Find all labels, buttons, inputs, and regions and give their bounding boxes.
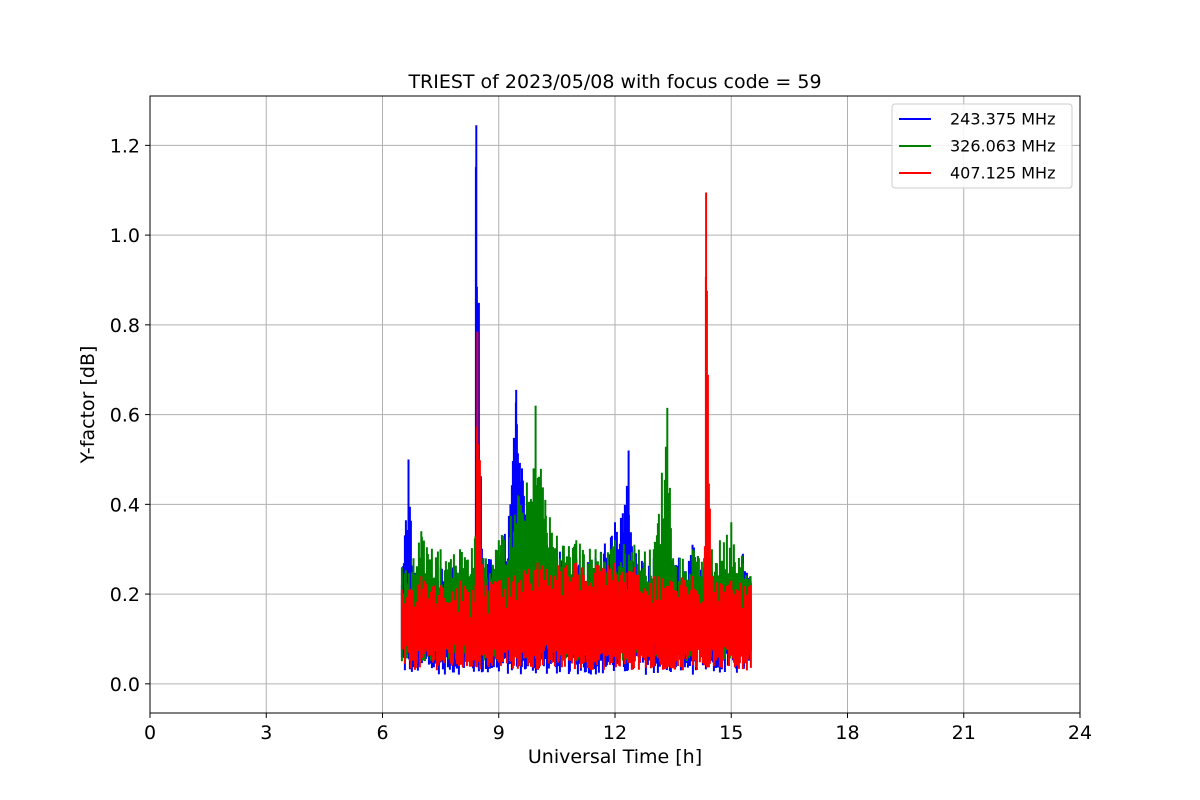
x-tick-label: 3 [260, 722, 272, 744]
y-tick-label: 0.2 [110, 584, 140, 606]
legend-label: 243.375 MHz [950, 110, 1055, 129]
axis-ticks: 0 3 6 9 12 15 18 21 24 0.0 0.2 0.4 0.6 0.8 1.0 1.2 [110, 135, 1092, 744]
x-tick-label: 12 [603, 722, 627, 744]
series-lines [400, 125, 752, 675]
x-tick-label: 9 [493, 722, 505, 744]
grid-lines [149, 96, 1081, 713]
x-tick-label: 6 [376, 722, 388, 744]
x-tick-label: 15 [719, 722, 743, 744]
x-tick-label: 18 [835, 722, 859, 744]
series-line-3 [400, 192, 752, 671]
x-tick-label: 0 [144, 722, 156, 744]
y-tick-label: 0.4 [110, 494, 140, 516]
y-axis-label: Y-factor [dB] [77, 346, 99, 465]
y-tick-label: 0.8 [110, 315, 140, 337]
y-tick-label: 0.0 [110, 674, 140, 696]
y-tick-label: 1.2 [110, 135, 140, 157]
chart-title: TRIEST of 2023/05/08 with focus code = 5… [407, 71, 821, 93]
x-tick-label: 21 [952, 722, 976, 744]
legend-label: 407.125 MHz [950, 164, 1055, 183]
legend: 243.375 MHz 326.063 MHz 407.125 MHz [891, 103, 1073, 189]
legend-box [891, 103, 1073, 189]
y-tick-label: 0.6 [110, 405, 140, 427]
x-tick-label: 24 [1068, 722, 1092, 744]
legend-label: 326.063 MHz [950, 137, 1055, 156]
x-axis-label: Universal Time [h] [528, 746, 702, 768]
y-tick-label: 1.0 [110, 225, 140, 247]
